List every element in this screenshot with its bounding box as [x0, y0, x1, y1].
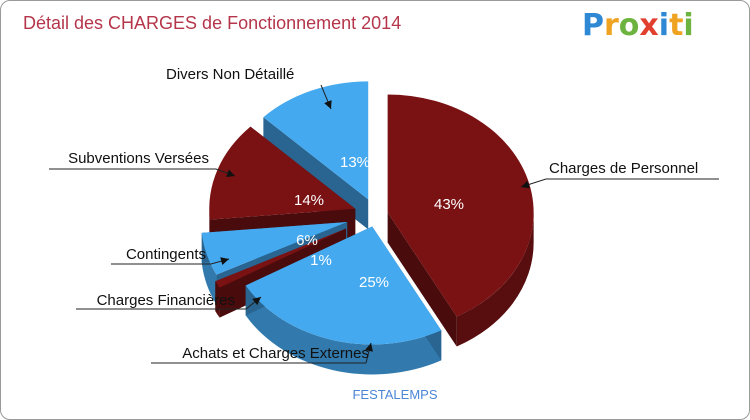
logo-letter: i [683, 8, 693, 43]
pie-slice-rim [456, 212, 534, 347]
leader-arrow [521, 180, 530, 189]
pie-slice [387, 94, 534, 317]
chart-subtitle: FESTALEMPS [352, 387, 438, 402]
pie-slice-percent: 14% [294, 192, 324, 209]
chart-title: Détail des CHARGES de Fonctionnement 201… [23, 13, 402, 33]
pie-slice-percent: 13% [340, 154, 370, 171]
pie-category-label: Charges Financières [97, 292, 235, 309]
pie-slice [245, 226, 442, 345]
pie-slice-wall [387, 212, 457, 347]
pie-slice [201, 221, 348, 275]
logo-letter: t [669, 8, 683, 43]
pie-slice-percent: 25% [359, 274, 389, 291]
pie-slice-rim [245, 285, 442, 375]
pie-slice-percent: 6% [296, 232, 318, 249]
leader-arrow [324, 100, 332, 109]
pie-category-label: Charges de Personnel [549, 160, 698, 177]
leader-arrow [252, 297, 261, 306]
leader-arrow [365, 343, 373, 352]
leader-line [520, 178, 719, 188]
proxiti-logo-text: Proxiti [582, 8, 694, 43]
logo-letter: r [604, 8, 619, 43]
logo-letter: o [619, 8, 640, 43]
pie-category-label: Contingents [126, 246, 206, 263]
proxiti-logo: Proxiti [582, 8, 694, 43]
pie-slice-side [387, 212, 534, 347]
logo-letter: i [659, 8, 669, 43]
leader-line [49, 168, 236, 177]
leader-arrow [226, 169, 235, 177]
logo-letter: P [582, 8, 604, 43]
leader-arrow [220, 257, 229, 265]
pie-slice [215, 228, 347, 288]
logo-letter: x [639, 8, 658, 43]
pie-slice-percent: 43% [434, 196, 464, 213]
pie-slice [209, 126, 356, 220]
pie-category-label: Divers Non Détaillé [166, 66, 294, 83]
pie-slice-percent: 1% [310, 252, 332, 269]
pie-slice [263, 81, 369, 200]
pie-category-label: Achats et Charges Externes [182, 345, 369, 362]
pie-category-label: Subventions Versées [68, 150, 209, 167]
